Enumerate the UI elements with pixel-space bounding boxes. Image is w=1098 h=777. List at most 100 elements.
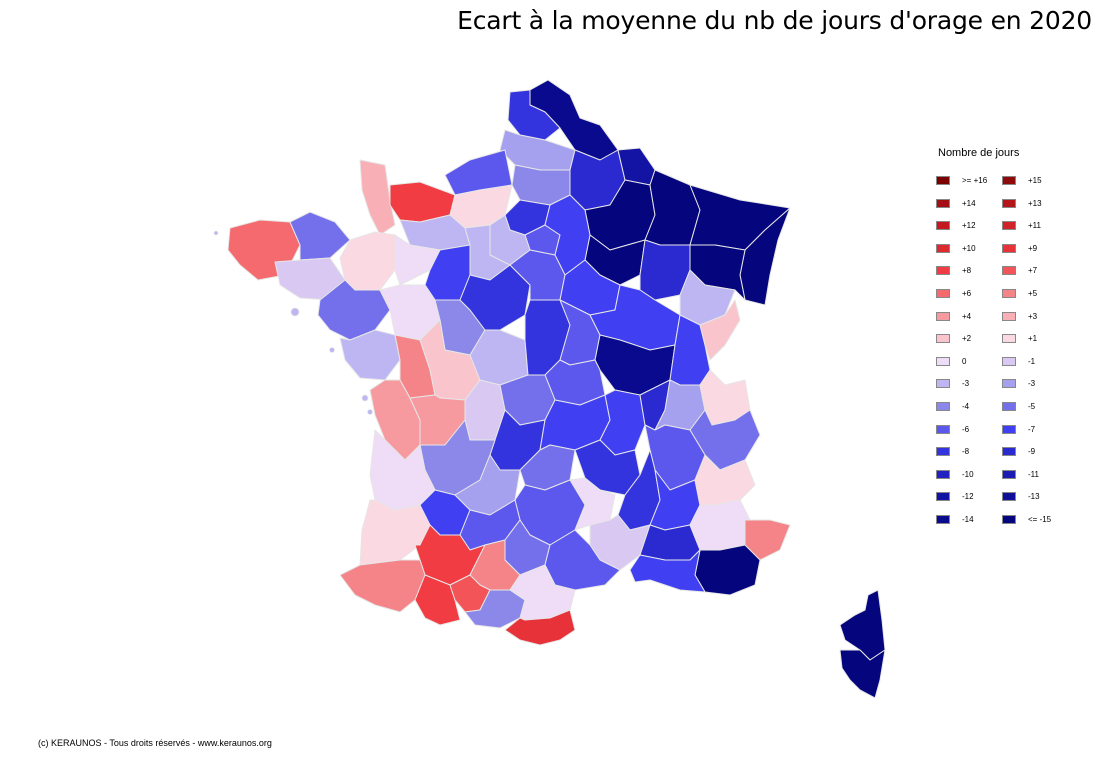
legend-swatch bbox=[936, 469, 950, 479]
legend-label: -11 bbox=[1028, 469, 1039, 479]
legend-swatch bbox=[1002, 266, 1016, 276]
legend-item: -5 bbox=[1002, 401, 1068, 411]
legend-label: -14 bbox=[962, 514, 974, 524]
legend-item: -13 bbox=[1002, 492, 1068, 502]
legend-item: +2 bbox=[936, 334, 1002, 344]
legend-label: +7 bbox=[1028, 266, 1038, 276]
legend-swatch bbox=[1002, 514, 1016, 524]
region-vaucluse bbox=[639, 524, 701, 561]
legend-label: <= -15 bbox=[1028, 514, 1052, 524]
region-hautes-pyrenees bbox=[414, 574, 461, 626]
legend-swatch bbox=[936, 514, 950, 524]
legend-label: 0 bbox=[962, 356, 967, 366]
island-oleron bbox=[367, 409, 373, 415]
legend-item: +4 bbox=[936, 311, 1002, 321]
legend-label: +8 bbox=[962, 266, 972, 276]
legend-item: -7 bbox=[1002, 424, 1068, 434]
legend-label: +3 bbox=[1028, 311, 1038, 321]
legend-item: -1 bbox=[1002, 356, 1068, 366]
legend-item: +9 bbox=[1002, 243, 1068, 253]
legend-swatch bbox=[936, 334, 950, 344]
legend-item: -8 bbox=[936, 447, 1002, 457]
legend-label: +1 bbox=[1028, 334, 1038, 344]
legend-label: +9 bbox=[1028, 243, 1038, 253]
legend-swatch bbox=[1002, 469, 1016, 479]
legend-swatch bbox=[936, 311, 950, 321]
legend-item: -14 bbox=[936, 514, 1002, 524]
legend-swatch bbox=[936, 243, 950, 253]
region-meuse bbox=[644, 169, 701, 246]
region-manche bbox=[359, 159, 396, 236]
region-doubs bbox=[699, 299, 741, 361]
legend-label: -10 bbox=[962, 469, 974, 479]
legend-swatch bbox=[1002, 424, 1016, 434]
legend-label: -13 bbox=[1028, 492, 1040, 502]
legend-label: +11 bbox=[1028, 221, 1041, 231]
legend-label: +5 bbox=[1028, 288, 1038, 298]
legend-swatch bbox=[1002, 243, 1016, 253]
region-cotes-d-armor bbox=[289, 211, 351, 261]
region-var bbox=[694, 544, 761, 596]
legend-label: -6 bbox=[962, 424, 970, 434]
legend-item: +7 bbox=[1002, 266, 1068, 276]
legend-item: +15 bbox=[1002, 176, 1068, 185]
region-pas-de-calais bbox=[507, 89, 561, 141]
legend-title: Nombre de jours bbox=[938, 147, 1020, 159]
legend-item: -11 bbox=[1002, 469, 1068, 479]
legend-label: -3 bbox=[1028, 379, 1036, 389]
region-alpes-de-haute-provence bbox=[689, 499, 751, 551]
legend-item: <= -15 bbox=[1002, 514, 1068, 524]
legend-item: +3 bbox=[1002, 311, 1068, 321]
legend-item: +14 bbox=[936, 198, 1002, 208]
legend-item: +8 bbox=[936, 266, 1002, 276]
legend-swatch bbox=[936, 288, 950, 298]
legend-swatch bbox=[1002, 356, 1016, 366]
island-ushant bbox=[213, 230, 219, 236]
copyright-notice: (c) KERAUNOS - Tous droits réservés - ww… bbox=[38, 738, 272, 748]
legend-label: +6 bbox=[962, 288, 972, 298]
legend-swatch bbox=[936, 401, 950, 411]
legend-swatch bbox=[1002, 288, 1016, 298]
region-bouches-du-rhone bbox=[629, 549, 706, 593]
legend-item: +5 bbox=[1002, 288, 1068, 298]
region-pyrenees-orientales bbox=[504, 609, 576, 646]
legend-label: >= +16 bbox=[962, 176, 988, 185]
legend-swatch bbox=[1002, 198, 1016, 208]
region-pyrenees-atlantiques bbox=[339, 559, 426, 613]
legend-label: +4 bbox=[962, 311, 972, 321]
legend-item: -9 bbox=[1002, 447, 1068, 457]
legend-item: +12 bbox=[936, 221, 1002, 231]
legend-swatch bbox=[936, 266, 950, 276]
legend-item: -6 bbox=[936, 424, 1002, 434]
legend-item: +10 bbox=[936, 243, 1002, 253]
legend-swatch bbox=[936, 176, 950, 185]
island-re bbox=[361, 394, 369, 402]
legend-item: -3 bbox=[1002, 379, 1068, 389]
legend-label: -9 bbox=[1028, 447, 1036, 457]
legend-swatch bbox=[1002, 176, 1016, 185]
legend-label: -5 bbox=[1028, 401, 1036, 411]
legend-item: +11 bbox=[1002, 221, 1068, 231]
region-loire-atlantique bbox=[317, 279, 391, 341]
legend-label: -4 bbox=[962, 401, 970, 411]
legend-label: -8 bbox=[962, 447, 970, 457]
legend-swatch bbox=[936, 221, 950, 231]
legend-item: +6 bbox=[936, 288, 1002, 298]
map-legend: Nombre de jours >= +16 +15 +14 +13 +12 +11 +10… bbox=[936, 147, 1076, 524]
legend-item: >= +16 bbox=[936, 176, 1002, 185]
legend-swatch bbox=[936, 424, 950, 434]
legend-label: -7 bbox=[1028, 424, 1036, 434]
legend-item: -10 bbox=[936, 469, 1002, 479]
legend-swatch bbox=[936, 492, 950, 502]
legend-label: +15 bbox=[1028, 176, 1042, 185]
legend-swatch bbox=[1002, 221, 1016, 231]
legend-swatch bbox=[936, 198, 950, 208]
legend-swatch bbox=[1002, 379, 1016, 389]
legend-item: +13 bbox=[1002, 198, 1068, 208]
legend-label: -3 bbox=[962, 379, 970, 389]
legend-swatch bbox=[1002, 334, 1016, 344]
legend-swatch bbox=[936, 356, 950, 366]
legend-label: +13 bbox=[1028, 198, 1042, 208]
legend-swatch bbox=[936, 379, 950, 389]
